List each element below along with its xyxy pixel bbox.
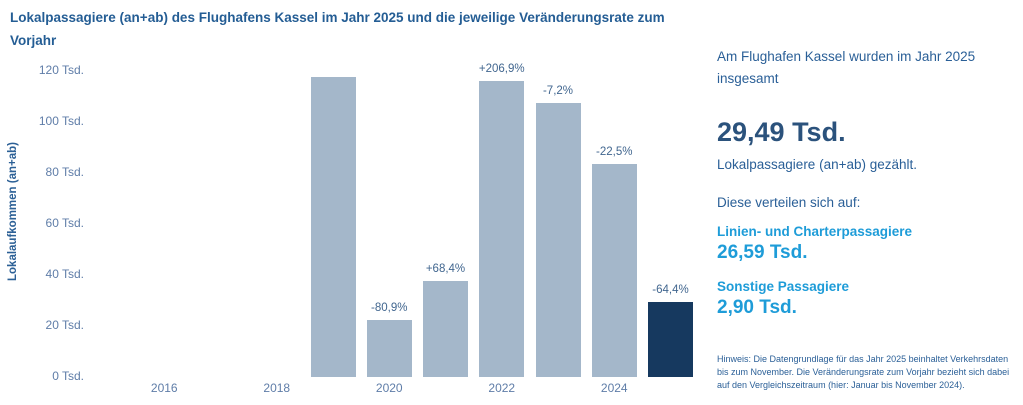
bar-2019 — [310, 77, 356, 377]
summary-intro: Am Flughafen Kassel wurden im Jahr 2025 … — [717, 49, 976, 86]
bar-change-label: -22,5% — [596, 146, 633, 158]
y-axis-tick: 100 Tsd. — [38, 113, 84, 128]
segment-label: Linien- und Charterpassagiere — [717, 224, 913, 239]
bar-2025 — [648, 302, 693, 377]
bar-change-label: +206,9% — [478, 63, 525, 75]
x-axis-tick: 2020 — [375, 381, 403, 395]
bar-change-label: -7,2% — [542, 85, 574, 97]
x-axis-tick: 2022 — [488, 381, 516, 395]
bar-2021 — [423, 281, 468, 377]
y-axis-tick: 0 Tsd. — [52, 369, 84, 383]
bar-2024 — [591, 164, 637, 377]
x-axis-tick: 2024 — [600, 381, 628, 395]
y-axis-tick: 20 Tsd. — [45, 317, 84, 332]
breakdown-intro: Diese verteilen sich auf: — [717, 195, 861, 210]
segment-value: 26,59 Tsd. — [717, 242, 808, 263]
chart-title: Lokalpassagiere (an+ab) des Flughafens K… — [10, 10, 665, 48]
y-axis-tick: 40 Tsd. — [45, 266, 84, 281]
bar-change-label: -80,9% — [371, 302, 408, 314]
total-value: 29,49 Tsd. — [717, 117, 846, 147]
bar-change-label: +68,4% — [425, 263, 466, 275]
bar-change-label: -64,4% — [652, 284, 689, 296]
summary-panel: Am Flughafen Kassel wurden im Jahr 2025 … — [717, 0, 1015, 405]
bar-2022 — [479, 81, 525, 377]
segment-sonstige: Sonstige Passagiere 2,90 Tsd. — [717, 279, 849, 319]
y-axis-tick: 60 Tsd. — [45, 215, 84, 230]
bar-2023 — [535, 103, 581, 377]
segment-value: 2,90 Tsd. — [717, 297, 797, 318]
footnote: Hinweis: Die Datengrundlage für das Jahr… — [717, 354, 1010, 390]
segment-linien-charter: Linien- und Charterpassagiere 26,59 Tsd. — [717, 224, 912, 264]
bar-2020 — [366, 320, 412, 377]
x-axis-tick: 2016 — [150, 381, 178, 395]
total-caption: Lokalpassagiere (an+ab) gezählt. — [717, 157, 918, 172]
y-axis-tick: 120 Tsd. — [38, 62, 84, 77]
segment-label: Sonstige Passagiere — [717, 279, 850, 294]
y-axis-tick: 80 Tsd. — [45, 164, 84, 179]
x-axis-tick: 2018 — [263, 381, 291, 395]
